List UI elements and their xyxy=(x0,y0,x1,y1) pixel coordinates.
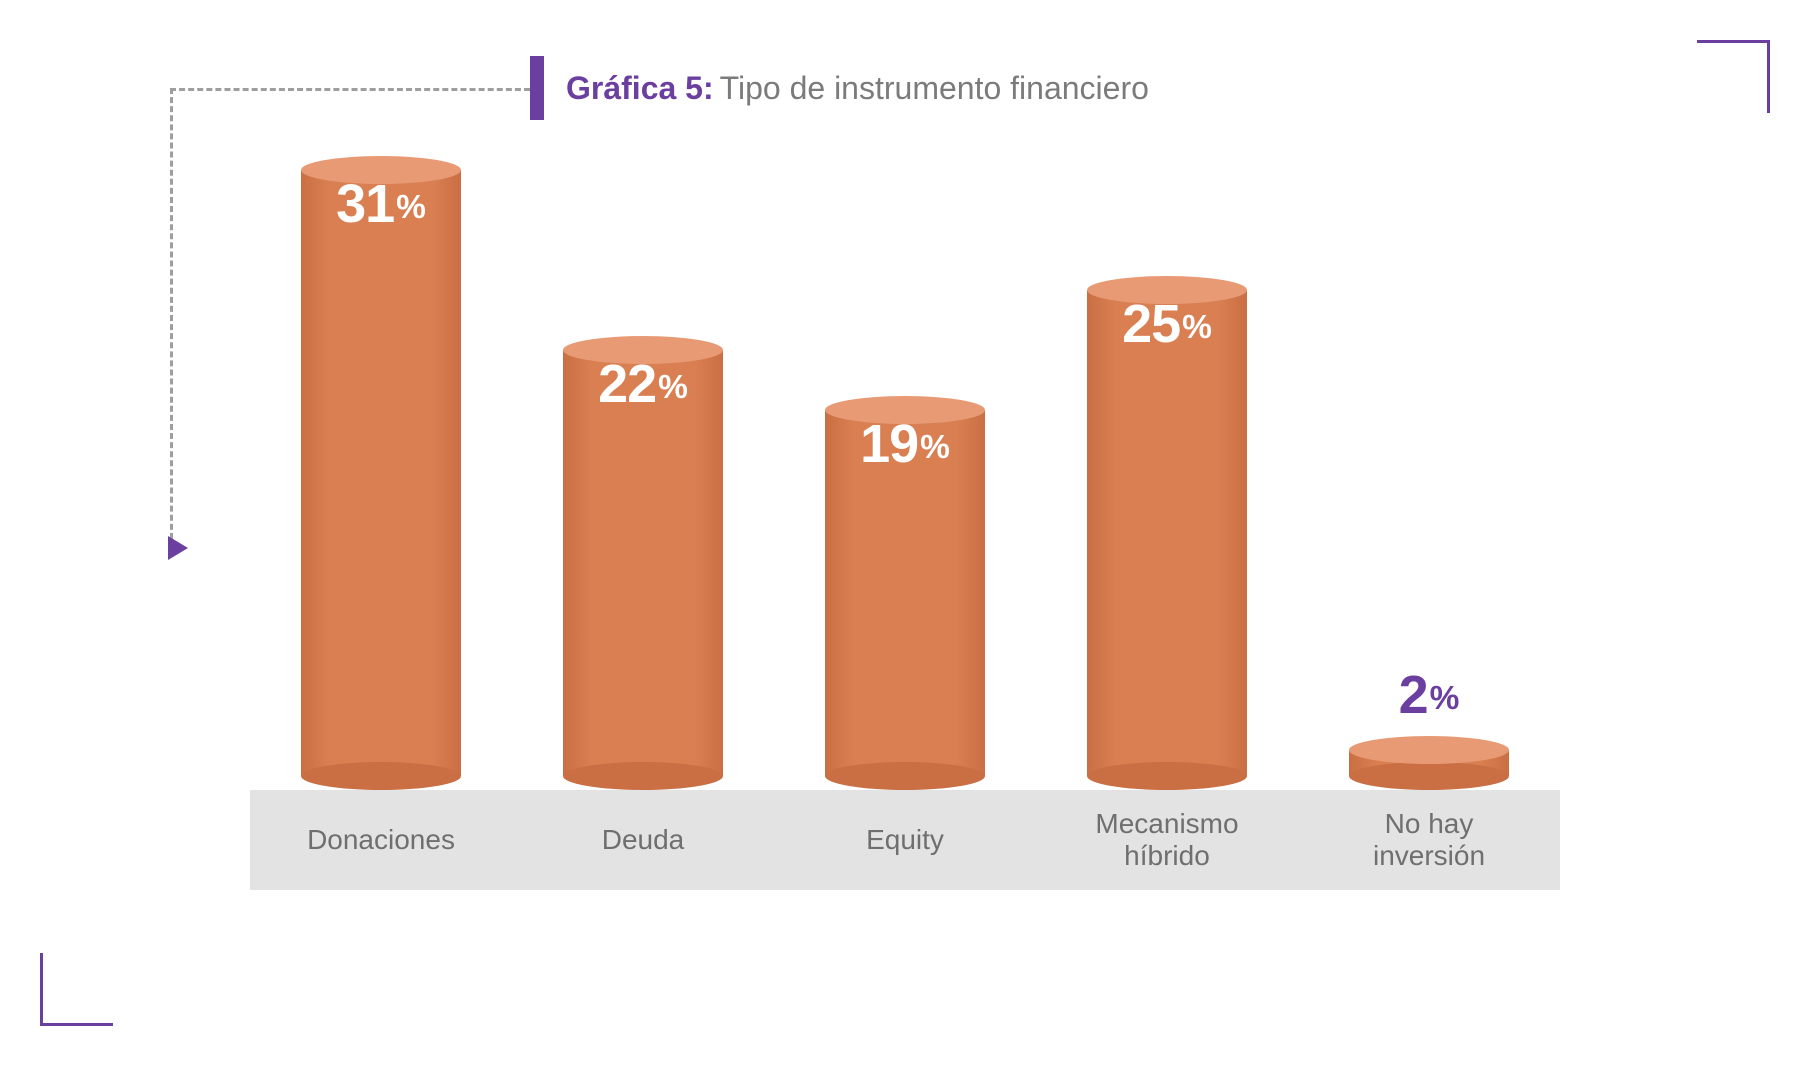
axis-label-band: DonacionesDeudaEquityMecanismohíbridoNo … xyxy=(250,790,1560,890)
bar-slot: 2% xyxy=(1298,736,1560,790)
pointer-dash-vertical xyxy=(170,88,173,548)
title-suffix: Tipo de instrumento financiero xyxy=(720,70,1149,106)
title-text: Gráfica 5:Tipo de instrumento financiero xyxy=(566,70,1149,107)
bar-cylinder: 22% xyxy=(563,336,723,790)
corner-bracket-bottom-left xyxy=(40,953,113,1026)
axis-label: Deuda xyxy=(512,790,774,890)
bar-cylinder: 31% xyxy=(301,156,461,790)
bar-value-label: 22% xyxy=(563,353,723,415)
bar-cylinder: 25% xyxy=(1087,276,1247,790)
bar-value-label: 31% xyxy=(301,173,461,235)
pointer-arrowhead-icon xyxy=(168,536,188,560)
bar-cylinder: 19% xyxy=(825,396,985,790)
bar-slot: 19% xyxy=(774,396,1036,790)
corner-bracket-top-right xyxy=(1697,40,1770,113)
pointer-dash-horizontal xyxy=(170,88,530,91)
axis-label: Donaciones xyxy=(250,790,512,890)
chart-stage: 31% 22% 19% 25% 2% DonacionesDeudaEquityMeca… xyxy=(250,140,1560,890)
title-prefix: Gráfica 5: xyxy=(566,70,714,106)
bar-value-label: 2% xyxy=(1349,664,1509,726)
bar-slot: 25% xyxy=(1036,276,1298,790)
axis-label: Mecanismohíbrido xyxy=(1036,790,1298,890)
chart-title: Gráfica 5:Tipo de instrumento financiero xyxy=(530,56,1149,120)
bar-cylinder: 2% xyxy=(1349,736,1509,790)
bar-slot: 22% xyxy=(512,336,774,790)
bar-value-label: 19% xyxy=(825,413,985,475)
bar-slot: 31% xyxy=(250,156,512,790)
bar-value-label: 25% xyxy=(1087,293,1247,355)
axis-label: Equity xyxy=(774,790,1036,890)
axis-label: No hayinversión xyxy=(1298,790,1560,890)
bars-area: 31% 22% 19% 25% 2% xyxy=(250,140,1560,790)
title-accent-bar xyxy=(530,56,544,120)
